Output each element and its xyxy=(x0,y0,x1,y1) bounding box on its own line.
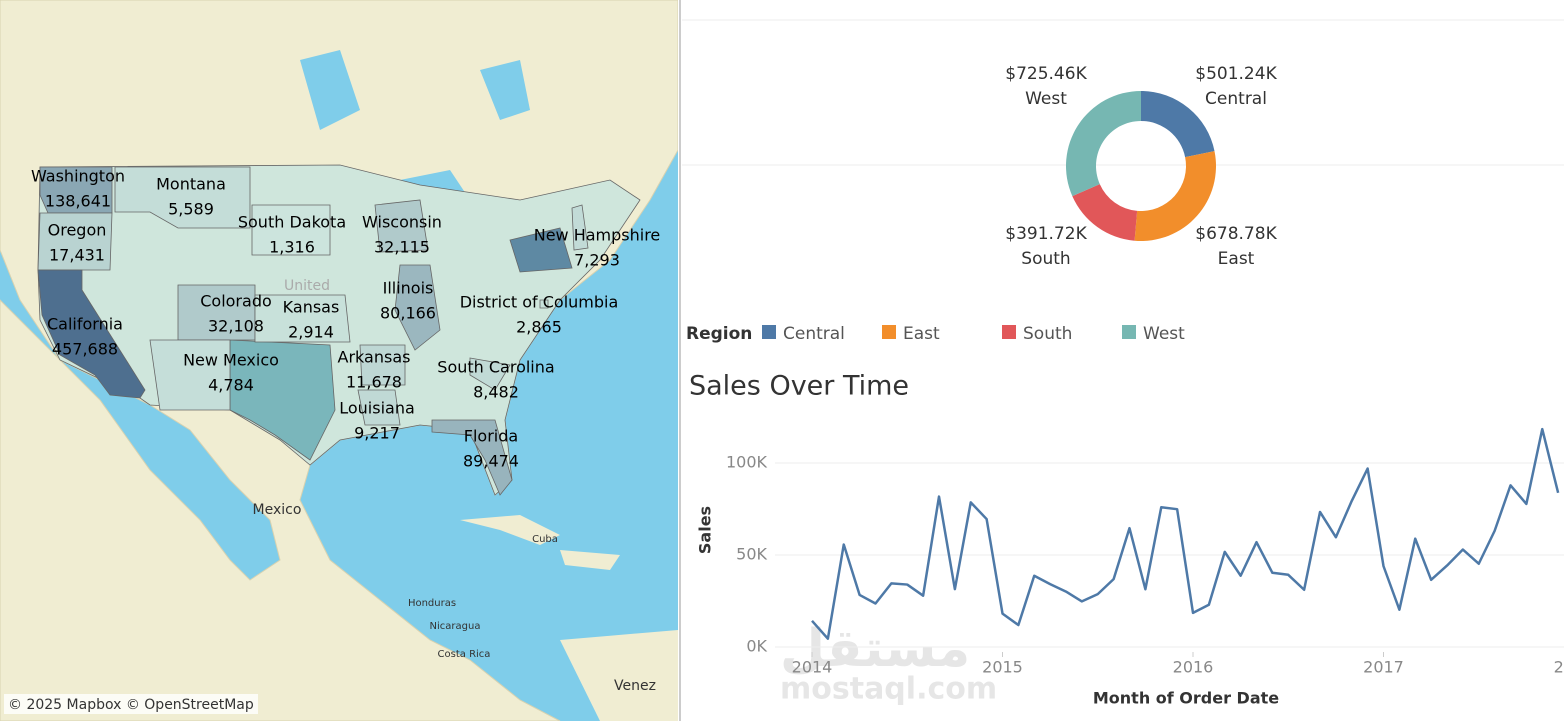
state-value: 32,115 xyxy=(374,238,430,257)
legend-label: South xyxy=(1023,324,1072,344)
state-label: Wisconsin xyxy=(362,213,442,232)
state xyxy=(251,204,331,256)
watermark: mostaql.com xyxy=(780,672,997,707)
donut-slice xyxy=(1134,151,1216,241)
place-label: Cuba xyxy=(532,534,558,545)
state xyxy=(431,419,513,496)
slice-value: $391.72K xyxy=(1005,224,1087,244)
slice-label: South xyxy=(1021,249,1070,269)
slice-label: East xyxy=(1218,249,1255,269)
legend-label: Central xyxy=(783,324,845,344)
slice-value: $501.24K xyxy=(1195,64,1277,84)
donut-slice xyxy=(1066,91,1141,197)
x-axis-title: Month of Order Date xyxy=(1093,689,1279,708)
place-label: Costa Rica xyxy=(438,649,491,660)
place-label: Nicaragua xyxy=(430,621,481,632)
state xyxy=(114,166,251,229)
x-tick-label: 2016 xyxy=(1173,658,1214,677)
state-label: Oregon xyxy=(48,221,107,240)
state-value: 2,914 xyxy=(288,323,334,342)
state-label: Washington xyxy=(31,167,125,186)
state-label: Illinois xyxy=(383,279,434,298)
legend-title: Region xyxy=(686,324,752,344)
place-label: Venez xyxy=(614,678,656,694)
slice-label: West xyxy=(1025,89,1067,109)
y-tick-label: 0K xyxy=(746,637,767,656)
legend-label: East xyxy=(903,324,940,344)
state xyxy=(539,299,549,309)
state-value: 1,316 xyxy=(269,238,315,257)
state-value: 32,108 xyxy=(208,317,264,336)
state-label: South Carolina xyxy=(437,358,554,377)
legend-label: West xyxy=(1143,324,1185,344)
state-value: 9,217 xyxy=(354,424,400,443)
state xyxy=(374,199,429,253)
donut-slice xyxy=(1072,184,1138,241)
map: Washington 138,641 Montana 5,589 Oregon 17,43… xyxy=(4,166,661,714)
state-label: South Dakota xyxy=(238,213,346,232)
y-tick-label: 50K xyxy=(736,545,767,564)
state-label: New Mexico xyxy=(183,351,279,370)
y-tick-label: 100K xyxy=(726,453,768,472)
state-value: 138,641 xyxy=(45,192,111,211)
state xyxy=(571,204,589,251)
state-value: 80,166 xyxy=(380,304,436,323)
donut-slice xyxy=(1141,91,1215,158)
state-value: 7,293 xyxy=(574,251,620,270)
state xyxy=(469,357,511,391)
state-value: 17,431 xyxy=(49,246,105,265)
slice-value: $725.46K xyxy=(1005,64,1087,84)
x-tick-label: 2014 xyxy=(792,658,833,677)
state-label: Florida xyxy=(464,427,518,446)
state xyxy=(149,339,231,411)
slice-value: $678.78K xyxy=(1195,224,1277,244)
donut-chart: $501.24K Central $678.78K East $391.72K South… xyxy=(686,64,1278,344)
slice-label: Central xyxy=(1205,89,1267,109)
state xyxy=(254,294,351,343)
state-value: 5,589 xyxy=(168,200,214,219)
legend-swatch xyxy=(882,325,896,339)
x-tick-label: 2017 xyxy=(1363,658,1404,677)
state xyxy=(37,212,113,271)
state-label: New Hampshire xyxy=(534,226,661,245)
state xyxy=(357,389,401,426)
state-value: 8,482 xyxy=(473,383,519,402)
legend-swatch xyxy=(762,325,776,339)
attribution-bg xyxy=(4,694,258,714)
line-chart: Sales Over Time 0K 50K 100K 2014 2015 2016 2017… xyxy=(689,371,1564,708)
state xyxy=(37,269,146,399)
state-label: Louisiana xyxy=(339,399,415,418)
state-label: Kansas xyxy=(283,298,340,317)
state-label: California xyxy=(47,315,123,334)
state-value: 457,688 xyxy=(52,340,118,359)
map-background xyxy=(0,0,678,721)
state-label: Colorado xyxy=(200,292,272,311)
place-label: United xyxy=(284,278,330,294)
state-value: 11,678 xyxy=(346,373,402,392)
watermark: مستقل xyxy=(780,619,970,679)
sales-line xyxy=(811,427,1560,640)
state-value: 89,474 xyxy=(463,452,519,471)
legend-swatch xyxy=(1122,325,1136,339)
state-label: Arkansas xyxy=(338,348,411,367)
state-value: 4,784 xyxy=(208,376,254,395)
legend-swatch xyxy=(1002,325,1016,339)
state-label: District of Columbia xyxy=(460,293,619,312)
chart-title: Sales Over Time xyxy=(689,371,909,402)
place-label: Honduras xyxy=(408,598,456,609)
place-label: Mexico xyxy=(253,502,302,518)
x-tick-label: 2018 xyxy=(1554,658,1564,677)
state-value: 2,865 xyxy=(516,318,562,337)
state xyxy=(359,344,406,386)
attribution: © 2025 Mapbox © OpenStreetMap xyxy=(8,697,254,713)
state xyxy=(394,264,441,351)
state-label: Montana xyxy=(156,175,226,194)
y-axis-title: Sales xyxy=(696,506,715,554)
x-tick-label: 2015 xyxy=(982,658,1023,677)
